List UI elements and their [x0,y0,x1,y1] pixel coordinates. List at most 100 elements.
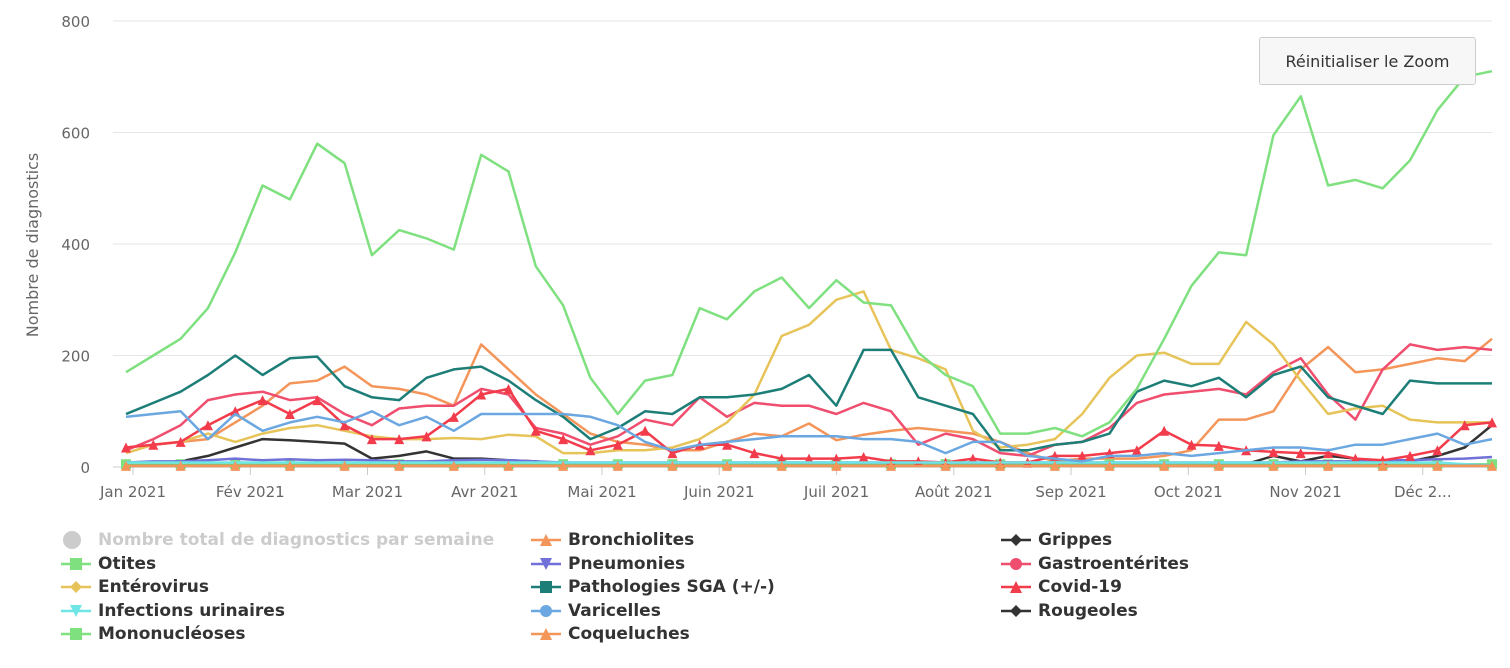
data-point[interactable] [1268,446,1279,457]
data-point[interactable] [1323,460,1334,471]
legend-item[interactable]: Coqueluches [530,623,690,645]
data-point[interactable] [1323,448,1334,459]
legend-marker[interactable] [1010,604,1022,617]
data-point[interactable] [503,383,514,394]
legend-item[interactable]: Varicelles [530,600,661,622]
legend-item[interactable]: Gastroentérites [1000,553,1189,575]
data-point[interactable] [1295,448,1306,459]
series-line[interactable] [126,461,1493,467]
data-point[interactable] [1405,450,1416,461]
reset-zoom-button[interactable]: Réinitialiser le Zoom [1259,37,1476,85]
data-point[interactable] [558,460,569,471]
legend-item[interactable]: Pneumonies [530,553,685,575]
legend-marker[interactable] [540,557,552,570]
data-point[interactable] [394,434,405,445]
legend-marker[interactable] [70,557,82,570]
legend-item[interactable]: Pathologies SGA (+/-) [530,576,775,598]
data-point[interactable] [175,436,186,447]
data-point[interactable] [121,460,131,471]
data-point[interactable] [284,460,295,471]
data-point[interactable] [230,406,241,417]
legend-marker[interactable] [70,604,82,617]
series-line[interactable] [125,348,1492,452]
data-point[interactable] [585,445,596,456]
data-point[interactable] [640,425,651,436]
data-point[interactable] [1432,445,1443,456]
data-point[interactable] [312,395,323,406]
data-point[interactable] [230,460,241,471]
data-point[interactable] [503,460,514,471]
data-point[interactable] [612,460,623,471]
data-point[interactable] [1049,460,1060,471]
data-point[interactable] [366,434,377,445]
data-point[interactable] [1159,425,1170,436]
legend-marker[interactable] [540,604,552,617]
legend-marker[interactable] [540,534,552,546]
data-point[interactable] [831,460,842,471]
legend-item[interactable]: Grippes [1000,529,1112,551]
data-point[interactable] [175,460,186,471]
data-point[interactable] [1268,460,1279,471]
data-point[interactable] [1104,460,1115,471]
series-line[interactable] [125,290,1492,455]
data-point[interactable] [831,453,842,464]
legend-marker[interactable] [540,581,552,593]
legend-marker[interactable] [1010,557,1022,570]
data-point[interactable] [1350,453,1361,464]
data-point[interactable] [858,451,869,462]
data-point[interactable] [667,460,678,471]
data-point[interactable] [1077,450,1088,461]
data-point[interactable] [1459,420,1470,431]
legend-marker[interactable] [1010,534,1022,546]
data-point[interactable] [284,409,295,420]
legend-item[interactable]: Entérovirus [60,576,209,598]
data-point[interactable] [1377,460,1388,471]
data-point[interactable] [804,453,814,464]
data-point[interactable] [339,420,350,431]
data-point[interactable] [722,439,733,450]
data-point[interactable] [530,425,541,436]
data-point[interactable] [558,434,569,445]
series-line[interactable] [125,69,1493,438]
data-point[interactable] [1487,460,1497,471]
data-point[interactable] [448,411,459,422]
series-line[interactable] [125,337,1493,463]
data-point[interactable] [148,439,159,450]
data-point[interactable] [448,460,459,471]
data-point[interactable] [995,460,1006,471]
data-point[interactable] [339,460,350,471]
legend-item[interactable]: Bronchiolites [530,529,694,551]
data-point[interactable] [940,460,951,471]
legend-item[interactable]: Infections urinaires [60,600,285,622]
legend-marker[interactable] [540,628,552,640]
legend-marker[interactable] [63,531,81,549]
data-point[interactable] [776,453,787,464]
data-point[interactable] [1432,460,1443,471]
legend-marker[interactable] [1010,581,1022,593]
data-point[interactable] [722,460,733,471]
legend-item[interactable]: Covid-19 [1000,576,1122,598]
data-point[interactable] [1213,440,1224,451]
data-point[interactable] [749,448,760,459]
data-point[interactable] [476,389,487,400]
data-point[interactable] [885,460,896,471]
data-point[interactable] [1131,445,1142,456]
data-point[interactable] [202,420,213,431]
data-point[interactable] [1213,460,1224,471]
data-point[interactable] [967,453,978,464]
legend-item[interactable]: Rougeoles [1000,600,1138,622]
data-point[interactable] [121,442,131,453]
legend-item[interactable]: Nombre total de diagnostics par semaine [60,529,494,551]
data-point[interactable] [612,439,623,450]
legend-item[interactable]: Otites [60,553,156,575]
series-line[interactable] [125,387,1493,464]
data-point[interactable] [667,448,678,459]
data-point[interactable] [1159,460,1170,471]
legend-item[interactable]: Mononucléoses [60,623,245,645]
data-point[interactable] [776,460,787,471]
legend-marker[interactable] [70,628,82,640]
data-point[interactable] [394,460,405,471]
data-point[interactable] [1487,417,1497,428]
legend-marker[interactable] [70,581,82,593]
data-point[interactable] [1186,439,1197,450]
